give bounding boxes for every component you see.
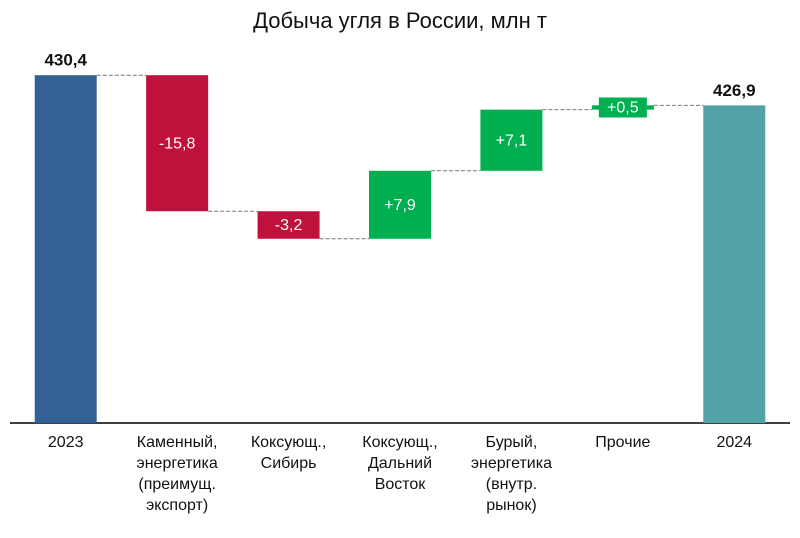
bar	[257, 211, 320, 239]
x-tick-label: Каменный, энергетика (преимущ. экспорт)	[136, 434, 218, 514]
bar	[369, 170, 431, 239]
label-bg	[598, 97, 647, 118]
bar	[34, 75, 97, 424]
value-label: +7,1	[496, 132, 528, 149]
value-label: -3,2	[275, 217, 303, 234]
value-label: 430,4	[44, 51, 87, 70]
x-tick-label: Коксующ., Сибирь	[250, 434, 327, 472]
x-tick-label: 2024	[716, 434, 753, 451]
x-tick-label: Бурый, энергетика (внутр. рынок)	[470, 434, 552, 514]
x-tick-label: Прочие	[595, 434, 651, 451]
value-label: -15,8	[159, 135, 196, 152]
bar	[480, 109, 543, 171]
bar	[703, 105, 766, 424]
bar	[146, 75, 209, 212]
value-label: 426,9	[713, 81, 756, 100]
value-label: +0,5	[607, 100, 639, 117]
value-label: +7,9	[384, 197, 416, 214]
x-tick-label: 2023	[47, 434, 84, 451]
chart-title: Добыча угля в России, млн т	[253, 8, 547, 33]
x-tick-label: Коксующ., Дальний Восток	[362, 434, 438, 493]
